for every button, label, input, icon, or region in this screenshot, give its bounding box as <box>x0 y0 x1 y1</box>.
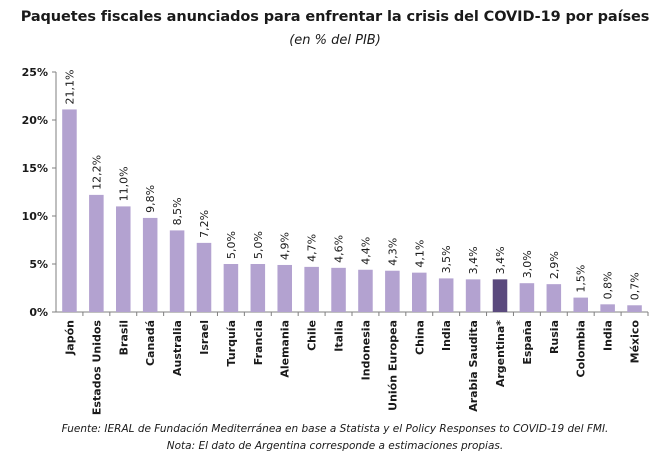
bar <box>304 266 319 312</box>
chart-title: Paquetes fiscales anunciados para enfren… <box>20 9 650 25</box>
data-label: 7,2% <box>198 210 211 238</box>
x-tick-label: India <box>440 320 453 351</box>
chart-subtitle: (en % del PIB) <box>289 33 381 48</box>
data-label: 5,0% <box>225 231 238 259</box>
chart-area: 0% 5% 10% 15% 20% 25% 21,1% Japón 12,2% Estados U… <box>22 66 649 416</box>
x-tick-label: Arabia Saudita <box>467 320 480 412</box>
data-label: 2,9% <box>548 251 561 279</box>
x-tick-label: Canadá <box>144 320 157 366</box>
bar <box>277 264 292 312</box>
bar <box>250 264 266 312</box>
data-label: 3,4% <box>494 246 507 274</box>
data-label: 0,8% <box>602 271 615 299</box>
bar <box>196 242 212 312</box>
source-note: Fuente: IERAL de Fundación Mediterránea … <box>61 423 609 435</box>
note: Nota: El dato de Argentina corresponde a… <box>166 440 504 452</box>
x-tick-label: Alemania <box>279 320 292 378</box>
data-label: 11,0% <box>117 166 130 201</box>
y-tick-label: 0% <box>29 306 48 319</box>
bar <box>116 206 131 312</box>
bar-chart: 0% 5% 10% 15% 20% 25% 21,1% Japón 12,2% Estados U… <box>22 66 649 416</box>
data-label: 0,7% <box>629 272 642 300</box>
x-tick-label: España <box>521 320 534 365</box>
y-tick-label: 20% <box>22 114 48 127</box>
bar <box>600 304 615 312</box>
data-label: 1,5% <box>575 265 588 293</box>
data-label: 21,1% <box>63 69 76 104</box>
bar <box>627 305 642 312</box>
y-tick-label: 15% <box>22 162 48 175</box>
bar <box>573 297 588 312</box>
x-tick-label: Francia <box>252 320 265 365</box>
data-label: 4,7% <box>306 234 319 262</box>
x-tick-label: Turquía <box>225 320 238 366</box>
bar <box>62 109 77 312</box>
data-label: 3,0% <box>521 250 534 278</box>
x-tick-label: Argentina* <box>494 320 507 387</box>
y-tick-label: 5% <box>29 258 48 271</box>
x-tick-label: India <box>602 320 615 351</box>
bar <box>519 283 535 312</box>
bar <box>331 267 346 312</box>
x-tick-label: Italia <box>333 320 346 352</box>
x-tick-label: Chile <box>306 320 319 351</box>
data-label: 8,5% <box>171 197 184 225</box>
data-label: 3,5% <box>440 245 453 273</box>
x-tick-label: Rusia <box>548 320 561 354</box>
y-tick-label: 10% <box>22 210 48 223</box>
bar <box>546 284 562 312</box>
y-tick-label: 25% <box>22 66 48 79</box>
data-label: 3,4% <box>467 246 480 274</box>
bar <box>169 230 185 312</box>
x-tick-label: Japón <box>63 320 76 356</box>
data-label: 4,9% <box>279 232 292 260</box>
data-label: 4,4% <box>359 237 372 265</box>
data-label: 9,8% <box>144 185 157 213</box>
x-tick-label: Brasil <box>117 320 130 355</box>
x-tick-label: Australia <box>171 320 184 376</box>
bar <box>358 269 373 312</box>
bar <box>492 279 508 312</box>
bar <box>465 279 481 312</box>
x-tick-label: Unión Europea <box>386 320 399 411</box>
bar <box>385 270 400 312</box>
bar <box>223 264 239 312</box>
bar <box>89 194 104 312</box>
x-tick-label: Indonesia <box>359 320 372 380</box>
data-label: 12,2% <box>90 155 103 190</box>
data-label: 5,0% <box>252 231 265 259</box>
data-label: 4,3% <box>386 238 399 266</box>
bar <box>142 217 158 312</box>
bar <box>412 272 427 312</box>
bar <box>438 278 454 312</box>
x-tick-label: México <box>629 320 642 364</box>
x-tick-label: China <box>413 320 426 355</box>
x-tick-label: Estados Unidos <box>90 320 103 416</box>
data-label: 4,6% <box>333 235 346 263</box>
x-tick-label: Israel <box>198 320 211 355</box>
data-label: 4,1% <box>413 240 426 268</box>
x-tick-label: Colombia <box>575 320 588 378</box>
